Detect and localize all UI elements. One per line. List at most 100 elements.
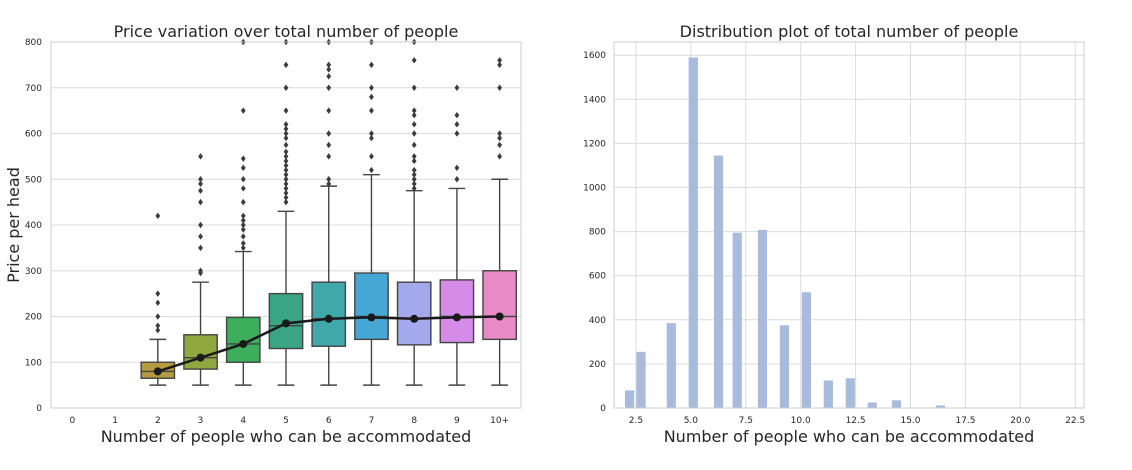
outlier [283,176,289,183]
x-tick-label: 8 [411,416,417,426]
outlier [198,187,203,194]
outlier [454,130,460,137]
mean-point [282,319,290,328]
outlier [155,322,161,329]
mean-point [239,339,248,348]
box-body [225,316,261,363]
outlier [283,185,289,192]
y-tick-label: 1400 [583,95,606,105]
outlier [497,57,503,64]
outlier [411,176,417,183]
outlier [369,134,374,142]
histogram-bar [636,351,646,408]
distribution-y-ticks: 0 200 400 600 800 1000 1200 1400 1600 [583,51,606,414]
boxplot-x-ticks: 0 1 2 3 4 5 6 7 8 9 10+ [69,416,509,426]
y-tick-label: 700 [25,84,42,94]
mean-point [452,313,461,322]
y-tick-label: 300 [25,267,42,277]
outlier [283,125,289,133]
box-3 [183,153,218,386]
outlier [283,153,289,160]
x-tick-label: 4 [240,416,246,426]
boxplot-y-axis-label: Price per head [4,167,23,283]
y-tick-label: 1000 [583,184,606,194]
box-10+ [482,57,517,386]
box-4 [225,38,261,386]
outlier [411,57,417,64]
histogram-bar [757,229,768,408]
histogram-bar [732,232,742,408]
outlier [198,221,203,229]
x-tick-label: 7 [369,416,375,426]
outlier [411,121,417,128]
histogram-bar [624,390,635,408]
box-body [396,281,432,346]
outlier [326,153,332,160]
outlier [240,185,246,192]
x-tick-label: 2 [155,416,161,426]
boxplot-boxes [140,38,517,386]
outlier [411,157,417,165]
outlier [369,166,374,174]
box-9 [439,84,475,386]
y-tick-label: 0 [36,404,42,414]
outlier [369,61,374,69]
outlier [411,107,417,114]
distribution-title: Distribution plot of total number of peo… [680,22,1019,41]
outlier [283,61,289,69]
boxplot-mean-line [153,312,504,376]
outlier [240,176,246,183]
x-tick-label: 12.5 [846,416,866,426]
outlier [198,153,203,160]
x-tick-label: 20.0 [1010,416,1030,426]
box-6 [311,38,347,386]
outlier [497,84,503,91]
box-7 [354,38,389,386]
outlier [454,176,460,183]
box-body [439,279,475,344]
outlier [198,198,203,206]
distribution-x-ticks: 2.5 5.0 7.5 10.0 12.5 15.0 17.5 20.0 22.5 [629,416,1085,426]
outlier [411,141,417,149]
x-tick-label: 0 [69,416,75,426]
outlier [155,299,161,306]
outlier [369,107,374,114]
outlier [497,141,503,149]
y-tick-label: 100 [25,358,42,368]
outlier [283,157,289,165]
histogram-bar [688,57,698,408]
boxplot-y-ticks: 0 100 200 300 400 500 600 700 800 [25,38,42,414]
outlier [283,189,289,197]
x-tick-label: 7.5 [739,416,753,426]
outlier [240,212,246,220]
box-2 [140,212,176,386]
distribution-frame [613,41,1085,409]
outlier [411,112,417,119]
outlier [411,180,417,188]
box-body [311,281,347,347]
x-tick-label: 2.5 [629,416,643,426]
outlier [454,112,460,119]
y-tick-label: 1600 [583,51,606,61]
outlier [326,180,332,188]
outlier [369,130,374,137]
box-body [183,334,218,370]
histogram-bar [935,405,945,408]
y-tick-label: 1200 [583,139,606,149]
outlier [240,198,246,206]
histogram-bar [891,400,902,408]
outlier [326,141,332,149]
mean-point [196,353,205,362]
histogram-bar [867,402,877,408]
mean-point [153,367,162,376]
outlier [326,61,332,69]
outlier [240,233,246,240]
mean-point [410,314,419,323]
outlier [454,84,460,91]
outlier [369,153,374,160]
outlier [326,107,332,114]
distribution-chart: 0 200 400 600 800 1000 1200 1400 1600 2.5 5.0 7.5 1… [583,22,1085,446]
y-tick-label: 600 [25,130,42,140]
outlier [411,84,417,91]
